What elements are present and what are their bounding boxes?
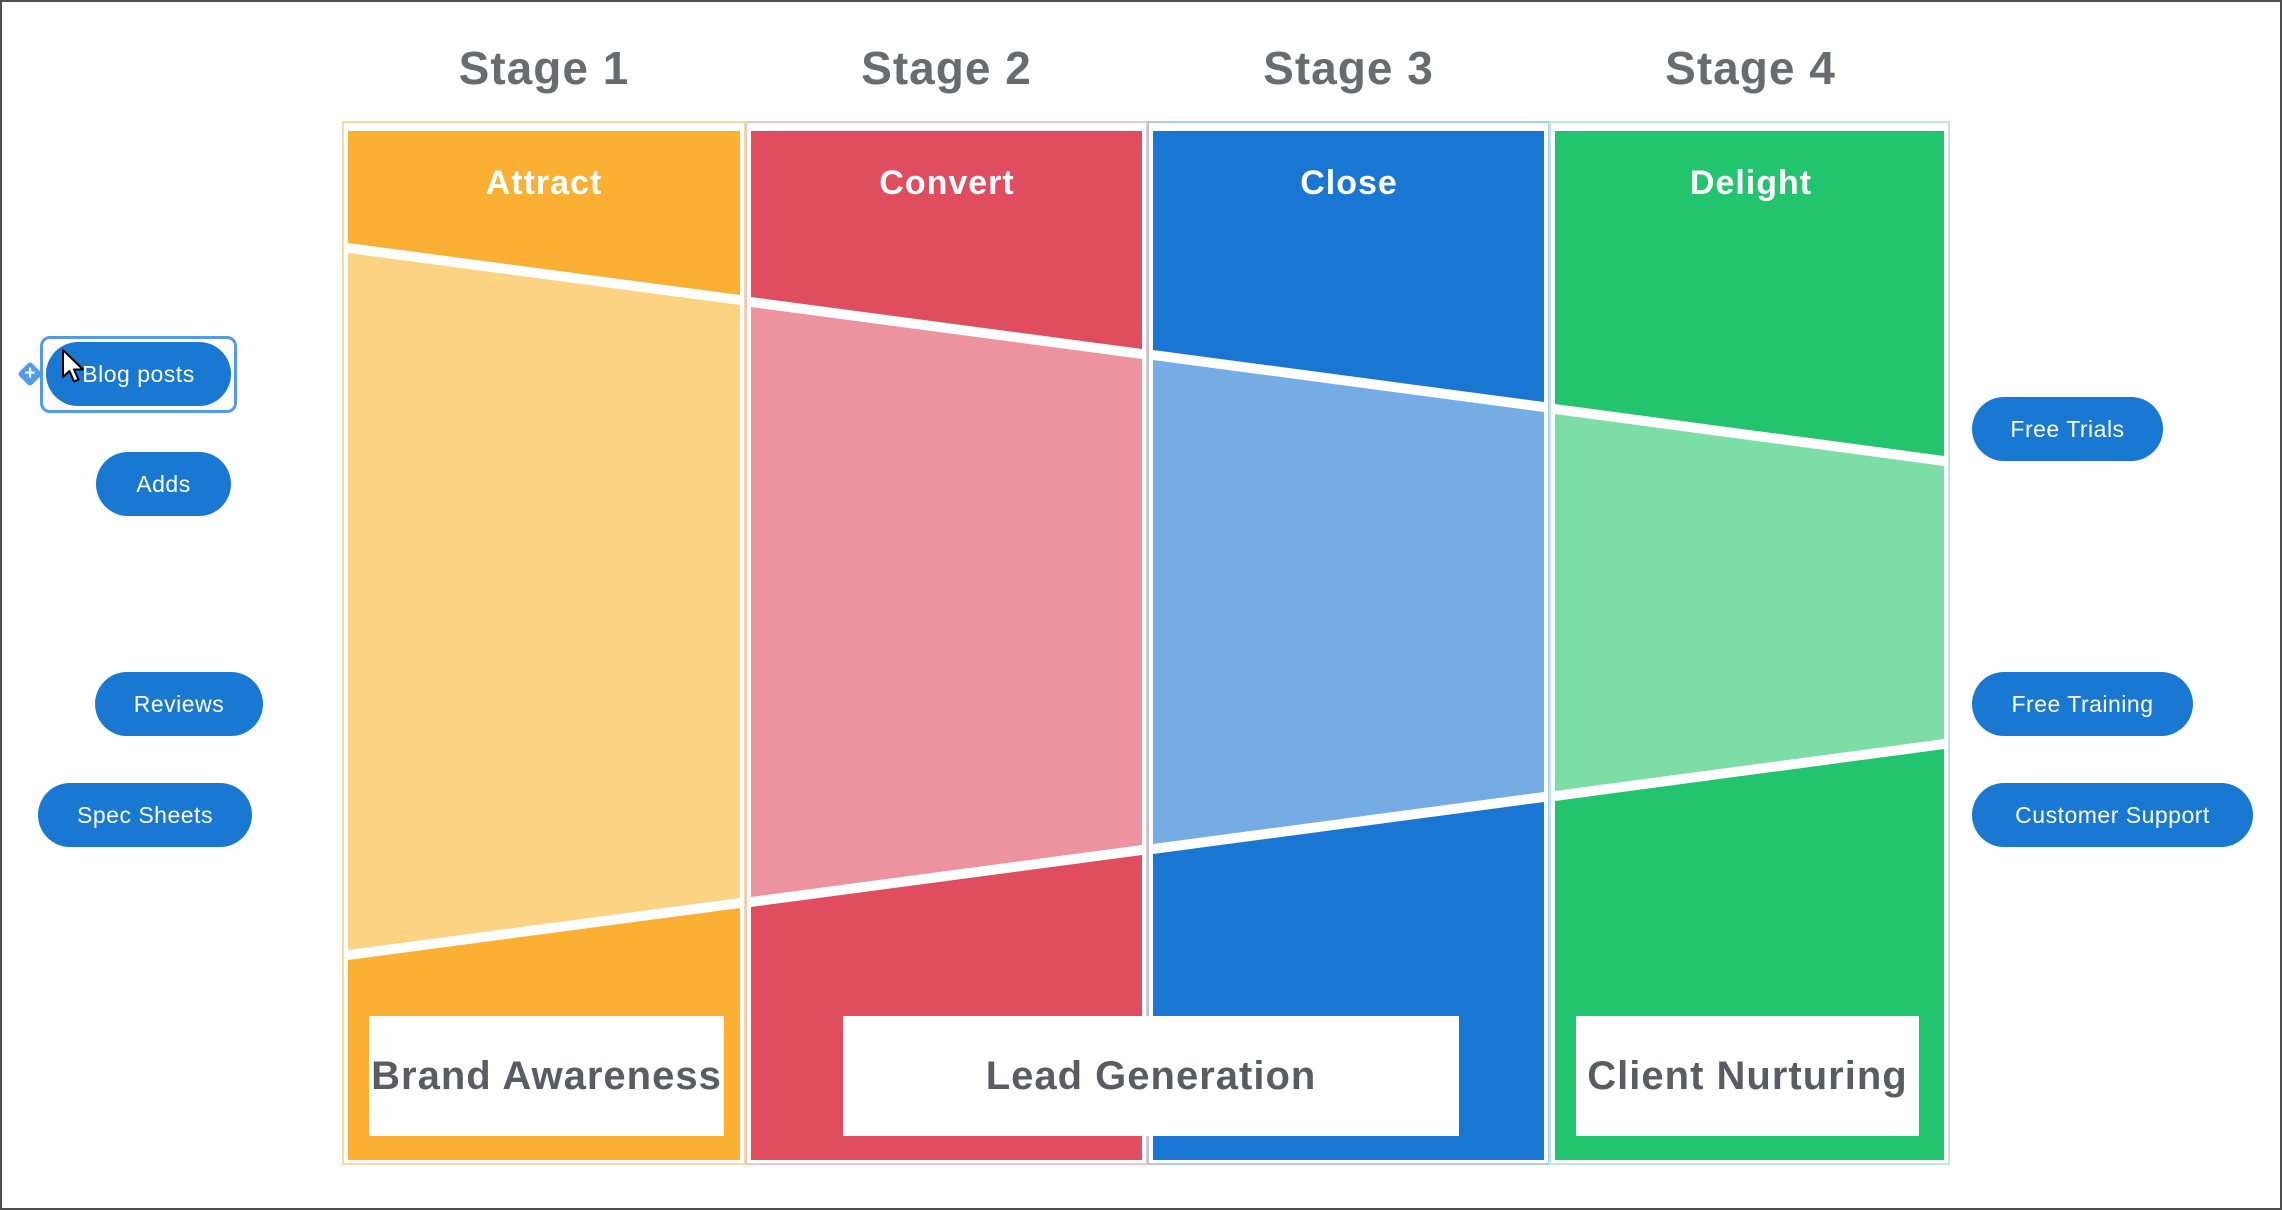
funnel-column-close: Close bbox=[1147, 121, 1550, 1165]
close-body-shape[interactable] bbox=[1153, 360, 1544, 844]
delight-header-label: Delight bbox=[1690, 164, 1812, 202]
free-trials-button[interactable]: Free Trials bbox=[1972, 397, 2163, 461]
funnel-column-delight: Delight bbox=[1549, 121, 1950, 1165]
client-nurturing-box[interactable]: Client Nurturing bbox=[1576, 1016, 1919, 1136]
attract-header-label: Attract bbox=[486, 164, 603, 202]
funnel-column-convert: Convert bbox=[745, 121, 1148, 1165]
convert-header-label: Convert bbox=[879, 164, 1014, 202]
funnel-column-attract: Attract bbox=[342, 121, 746, 1165]
adds-button[interactable]: Adds bbox=[96, 452, 231, 516]
free-training-button[interactable]: Free Training bbox=[1972, 672, 2193, 736]
customer-support-button[interactable]: Customer Support bbox=[1972, 783, 2253, 847]
close-header-shape[interactable] bbox=[1153, 131, 1544, 402]
lead-generation-box[interactable]: Lead Generation bbox=[843, 1016, 1459, 1136]
convert-body-shape[interactable] bbox=[751, 307, 1142, 897]
convert-header-shape[interactable] bbox=[751, 131, 1142, 349]
spec-sheets-button[interactable]: Spec Sheets bbox=[38, 783, 252, 847]
delight-header-shape[interactable] bbox=[1555, 131, 1944, 456]
stage-1-label: Stage 1 bbox=[458, 42, 630, 94]
reviews-button[interactable]: Reviews bbox=[95, 672, 263, 736]
stage-3-label: Stage 3 bbox=[1263, 42, 1434, 94]
brand-awareness-box[interactable]: Brand Awareness bbox=[369, 1016, 724, 1136]
attract-body-shape[interactable] bbox=[348, 253, 740, 950]
stage-4-label: Stage 4 bbox=[1665, 42, 1836, 94]
attract-header-shape[interactable] bbox=[348, 131, 740, 295]
close-header-label: Close bbox=[1300, 164, 1398, 202]
stage-2-label: Stage 2 bbox=[861, 42, 1032, 94]
delight-body-shape[interactable] bbox=[1555, 414, 1944, 791]
mouse-cursor-icon bbox=[62, 349, 84, 383]
plus-handle-icon: + bbox=[24, 363, 36, 384]
